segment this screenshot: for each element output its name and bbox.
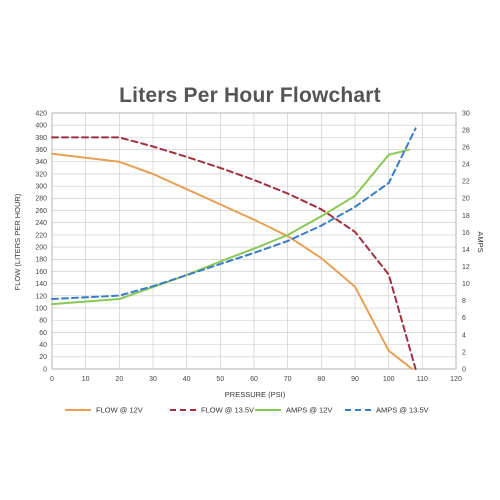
y-tick-label: 220 [35, 232, 47, 239]
y2-tick-label: 20 [462, 196, 470, 203]
y2-axis-label: AMPS [476, 231, 485, 252]
series-line-3 [51, 148, 410, 306]
y2-tick-label: 18 [462, 213, 470, 220]
y2-tick-label: 8 [462, 298, 466, 305]
chart-title: Liters Per Hour Flowchart [119, 84, 381, 107]
y-tick-label: 420 [35, 110, 47, 117]
ticks-layer: 0204060801001201401601802002202402602803… [35, 110, 470, 383]
y2-tick-label: 24 [462, 162, 470, 169]
x-tick-label: 40 [183, 376, 191, 383]
y-tick-label: 340 [35, 159, 47, 166]
y2-tick-label: 22 [462, 179, 470, 186]
y-tick-label: 140 [35, 281, 47, 288]
x-tick-label: 20 [115, 376, 123, 383]
grid-layer [51, 112, 457, 370]
legend-label-2: FLOW @ 13.5V [201, 406, 254, 415]
y-tick-label: 300 [35, 184, 47, 191]
x-tick-label: 110 [417, 376, 428, 383]
legend-label-1: FLOW @ 12V [96, 406, 143, 415]
y-tick-label: 80 [39, 318, 47, 325]
y2-tick-label: 4 [462, 332, 466, 339]
legend-label-3: AMPS @ 12V [286, 406, 332, 415]
y2-tick-label: 28 [462, 127, 470, 134]
y-tick-label: 180 [35, 257, 47, 264]
y-tick-label: 120 [35, 293, 47, 300]
y2-tick-label: 2 [462, 349, 466, 356]
x-tick-label: 60 [250, 376, 258, 383]
series-layer [51, 127, 417, 370]
series-line-2 [51, 136, 417, 370]
y-tick-label: 400 [35, 123, 47, 130]
y2-tick-label: 10 [462, 281, 470, 288]
y-tick-label: 260 [35, 208, 47, 215]
y2-tick-label: 26 [462, 145, 470, 152]
y-tick-label: 380 [35, 135, 47, 142]
plot-border [51, 112, 457, 370]
y-tick-label: 0 [43, 366, 47, 373]
y-tick-label: 320 [35, 171, 47, 178]
y-tick-label: 60 [39, 330, 47, 337]
y2-tick-label: 16 [462, 230, 470, 237]
x-tick-label: 90 [351, 376, 359, 383]
y-tick-label: 40 [39, 342, 47, 349]
y-tick-label: 240 [35, 220, 47, 227]
legend: FLOW @ 12V FLOW @ 13.5V AMPS @ 12V AMPS @ 1… [65, 406, 429, 415]
y-tick-label: 280 [35, 196, 47, 203]
x-tick-label: 80 [317, 376, 325, 383]
x-tick-label: 10 [82, 376, 90, 383]
y-tick-label: 100 [35, 305, 47, 312]
series-line-1 [51, 152, 414, 370]
y2-tick-label: 14 [462, 247, 470, 254]
x-tick-label: 0 [50, 376, 54, 383]
y-axis-label: FLOW (LITERS PER HOUR) [13, 193, 22, 290]
y2-tick-label: 12 [462, 264, 470, 271]
y-tick-label: 160 [35, 269, 47, 276]
x-tick-label: 30 [149, 376, 157, 383]
y2-tick-label: 30 [462, 110, 470, 117]
x-tick-label: 120 [450, 376, 462, 383]
legend-label-4: AMPS @ 13.5V [376, 406, 429, 415]
x-tick-label: 100 [383, 376, 395, 383]
series-line-4 [51, 127, 417, 300]
x-tick-label: 70 [284, 376, 292, 383]
x-axis-label: PRESSURE (PSI) [225, 390, 286, 399]
y-tick-label: 20 [39, 354, 47, 361]
x-tick-label: 50 [216, 376, 224, 383]
y-tick-label: 360 [35, 147, 47, 154]
y2-tick-label: 6 [462, 315, 466, 322]
y-tick-label: 200 [35, 244, 47, 251]
y2-tick-label: 0 [462, 366, 466, 373]
